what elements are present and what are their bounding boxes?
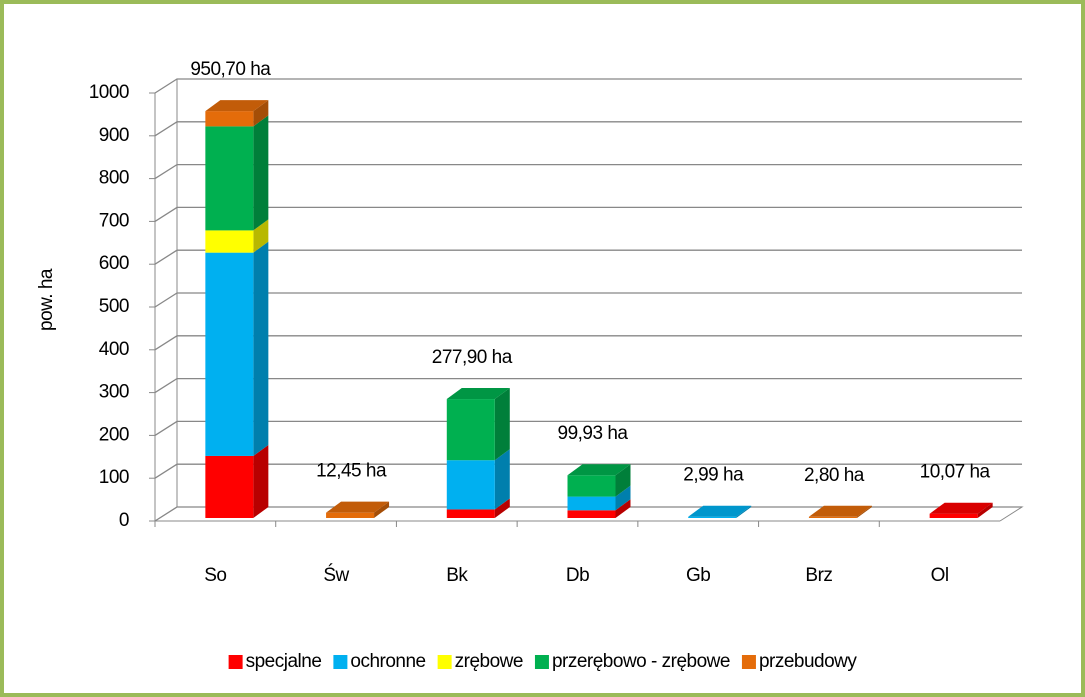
bar-side: [615, 464, 631, 497]
y-tick-label: 100: [99, 467, 129, 488]
y-tick-label: 200: [99, 424, 129, 445]
bar-segment: [929, 513, 978, 518]
y-tick-label: 800: [99, 168, 129, 189]
y-tick-label: 300: [99, 382, 129, 403]
bar-segment: [205, 455, 254, 518]
bar-top: [205, 100, 269, 112]
legend-swatch: [228, 655, 243, 669]
legend-swatch: [534, 655, 549, 669]
bar-segment: [326, 512, 375, 518]
legend-label: ochronne: [350, 651, 425, 672]
grid-line: [154, 206, 1022, 222]
y-tick-label: 900: [99, 125, 129, 146]
bar-segment: [205, 111, 254, 127]
bar-segment: [808, 516, 857, 518]
y-tick-label: 700: [99, 210, 129, 231]
bar-side: [253, 241, 269, 456]
x-tick-label: Ol: [931, 565, 949, 586]
y-tick-label: 0: [119, 510, 129, 531]
grid-line: [154, 163, 1022, 180]
x-tick-label: Db: [566, 565, 589, 586]
bar-side: [374, 501, 390, 518]
grid-line: [154, 78, 1022, 94]
bar-segment: [446, 509, 495, 518]
bar-segment: [205, 252, 254, 456]
bar-side: [253, 219, 269, 253]
legend: specjalne ochronne zrębowe przerębowo - zrę…: [228, 651, 858, 672]
grid-line: [154, 249, 1022, 265]
y-tick-label: 500: [99, 296, 129, 317]
bar-top: [688, 505, 752, 517]
total-label: 99,93 ha: [558, 423, 629, 444]
bar-side: [494, 498, 510, 518]
legend-label: zrębowe: [455, 651, 523, 672]
x-tick-label: Św: [323, 564, 349, 586]
total-label: 2,80 ha: [804, 465, 865, 486]
bar-segment: [567, 475, 616, 497]
bar-side: [494, 388, 510, 461]
grid-line: [154, 420, 1022, 436]
bar-top: [567, 464, 631, 476]
x-tick-label: Gb: [686, 565, 710, 586]
grid-line: [154, 121, 1022, 137]
y-tick-label: 400: [99, 339, 129, 360]
grid-line: [154, 292, 1022, 308]
bar-side: [615, 499, 631, 518]
x-tick-label: Brz: [805, 565, 832, 586]
y-tick-label: 600: [99, 253, 129, 274]
bar-top: [929, 502, 993, 514]
x-tick-label: So: [204, 565, 226, 586]
total-label: 2,99 ha: [683, 465, 744, 486]
grid-line: [154, 335, 1022, 351]
legend-label: przebudowy: [759, 651, 857, 672]
bar-side: [253, 115, 269, 231]
legend-swatch: [741, 655, 756, 669]
bar-segment: [446, 399, 495, 461]
bar-side: [736, 505, 752, 518]
bar-top: [808, 505, 872, 517]
bar-side: [253, 444, 269, 518]
y-tick-label: 1000: [89, 82, 129, 103]
bar-segment: [205, 126, 254, 231]
bar-segment: [567, 510, 616, 518]
grid-line: [154, 463, 1022, 479]
bar-segment: [567, 496, 616, 511]
bar-segment: [688, 516, 737, 518]
legend-swatch: [437, 655, 452, 669]
bar-side: [615, 485, 631, 511]
legend-swatch: [333, 655, 348, 669]
bar-side: [253, 100, 269, 127]
total-label: 950,70 ha: [190, 59, 271, 80]
y-axis-label: pow. ha: [36, 268, 57, 331]
bar-top: [326, 501, 390, 513]
bar-side: [856, 505, 872, 518]
bar-side: [494, 449, 510, 510]
total-label: 12,45 ha: [316, 461, 387, 482]
bar-segment: [446, 460, 495, 510]
grid-line: [154, 377, 1022, 394]
total-label: 10,07 ha: [920, 462, 991, 483]
legend-label: specjalne: [246, 651, 322, 672]
bar-top: [446, 388, 510, 400]
bar-side: [977, 502, 993, 518]
bar-segment: [205, 230, 254, 253]
x-tick-label: Bk: [446, 565, 468, 586]
legend-label: przerębowo - zrębowe: [552, 651, 730, 672]
total-label: 277,90 ha: [432, 347, 513, 368]
